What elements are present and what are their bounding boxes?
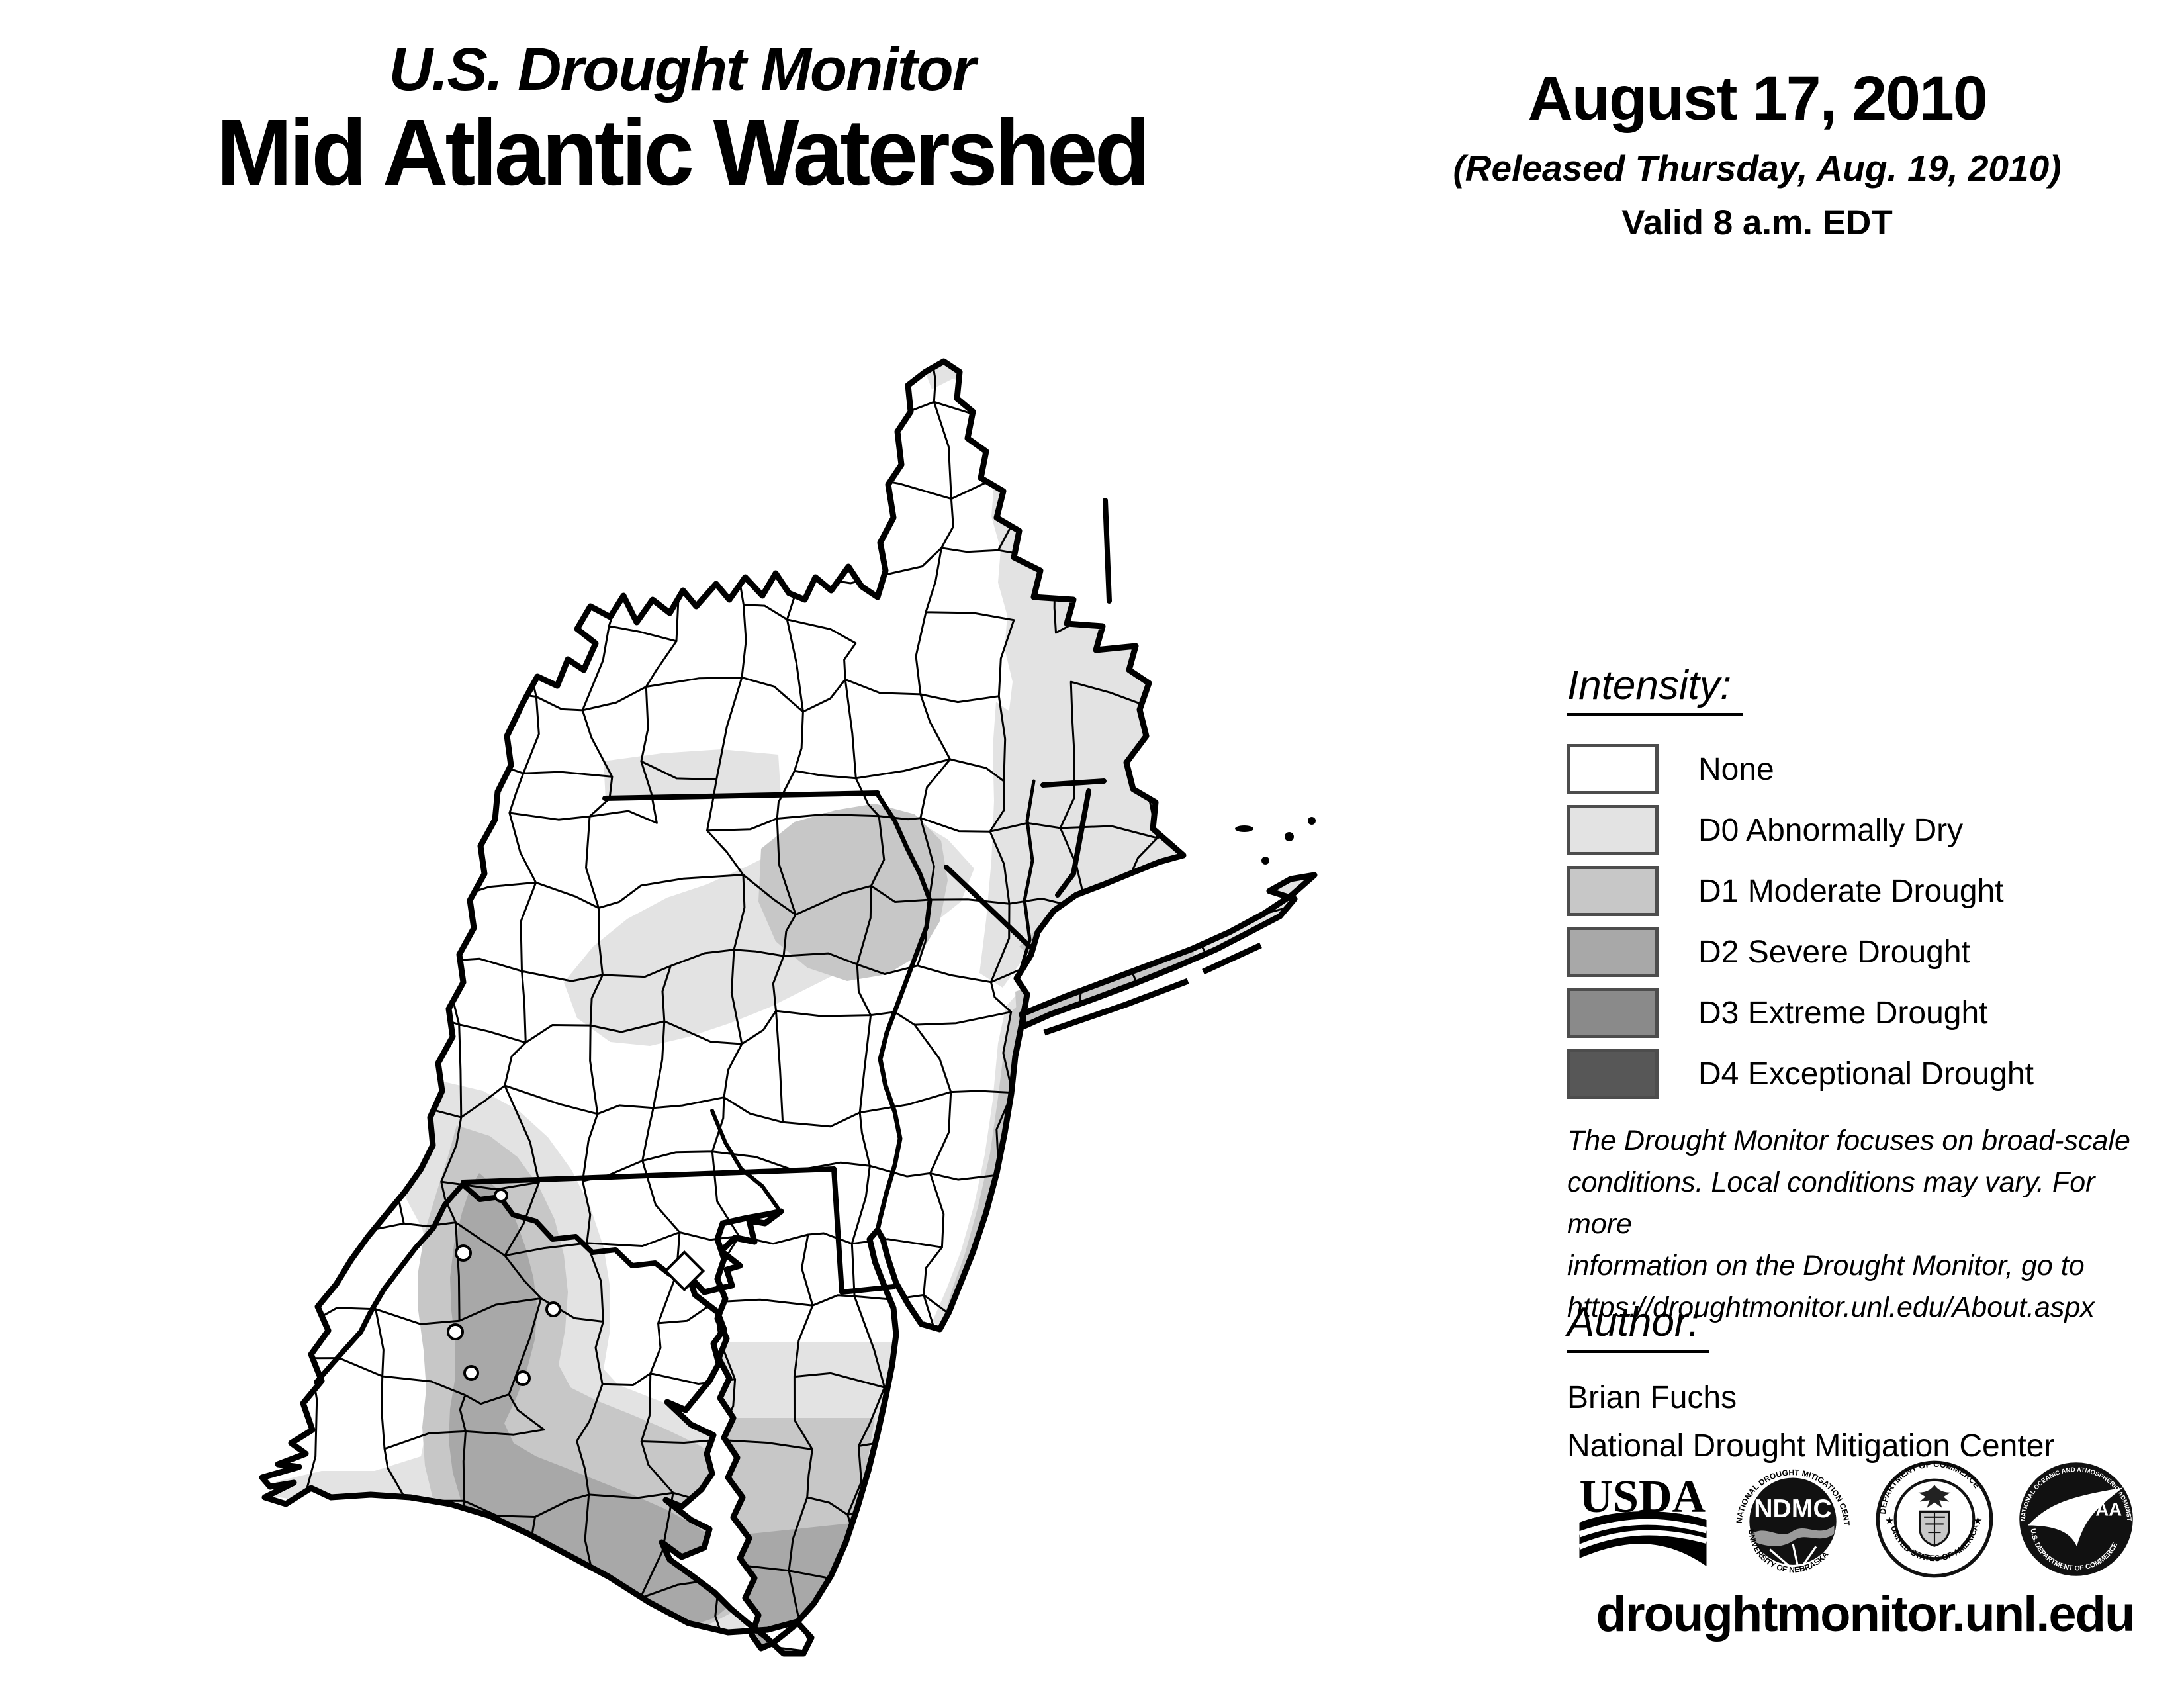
state-borders — [314, 498, 1112, 1385]
disclaimer-line: information on the Drought Monitor, go t… — [1567, 1250, 2085, 1282]
legend-label: None — [1698, 751, 1774, 787]
washington-dc-diamond — [663, 1250, 705, 1292]
ndmc-logo: NATIONAL DROUGHT MITIGATION CENTER NDMC … — [1733, 1460, 1851, 1575]
drought-d2-regions — [449, 1173, 858, 1648]
intensity-legend: Intensity: None D0 Abnormally Dry D1 Mod… — [1567, 662, 2163, 1104]
map-date: August 17, 2010 — [1527, 64, 1987, 134]
disclaimer-line: The Drought Monitor focuses on broad-sca… — [1567, 1125, 2130, 1156]
agency-logos: USDA NATIONAL DROUGHT MITIGATION CENTER … — [1575, 1460, 2171, 1579]
legend-row: None — [1567, 739, 2163, 800]
valid-time: Valid 8 a.m. EDT — [1621, 203, 1893, 242]
page-title: U.S. Drought Monitor — [388, 36, 976, 103]
seal-star-left: ★ — [1885, 1515, 1894, 1526]
legend-color-swatch — [1567, 744, 1659, 794]
release-date: (Released Thursday, Aug. 19, 2010) — [1453, 148, 2062, 189]
legend-rows: None D0 Abnormally Dry D1 Moderate Droug… — [1567, 739, 2163, 1104]
legend-row: D3 Extreme Drought — [1567, 982, 2163, 1043]
legend-label: D3 Extreme Drought — [1698, 995, 1988, 1031]
author-heading: Author: — [1567, 1299, 1709, 1353]
legend-heading: Intensity: — [1567, 662, 1744, 716]
legend-row: D4 Exceptional Drought — [1567, 1043, 2163, 1104]
legend-label: D2 Severe Drought — [1698, 934, 1970, 970]
disclaimer-line: conditions. Local conditions may vary. F… — [1567, 1166, 2095, 1240]
legend-label: D1 Moderate Drought — [1698, 873, 2004, 909]
author-name: Brian Fuchs — [1567, 1380, 1737, 1415]
date-block: August 17, 2010 (Released Thursday, Aug.… — [1416, 63, 2098, 243]
page-subtitle: Mid Atlantic Watershed — [216, 100, 1150, 206]
legend-color-swatch — [1567, 988, 1659, 1038]
noaa-logo-text: NOAA — [2068, 1499, 2122, 1520]
rivers — [710, 779, 1036, 1233]
legend-label: D0 Abnormally Dry — [1698, 812, 1964, 848]
city-enclaves — [447, 1188, 705, 1386]
disclaimer-line: https://droughtmonitor.unl.edu/About.asp… — [1567, 1291, 2095, 1323]
seal-star-right: ★ — [1973, 1515, 1982, 1526]
noaa-gull — [2027, 1487, 2123, 1547]
disclaimer-text: The Drought Monitor focuses on broad-sca… — [1567, 1120, 2163, 1329]
legend-row: D0 Abnormally Dry — [1567, 800, 2163, 861]
coastal-islets — [1235, 817, 1316, 865]
author-organization: National Drought Mitigation Center — [1567, 1429, 2055, 1464]
watershed-outline — [259, 358, 1318, 1657]
author-block: Author: Brian Fuchs National Drought Mit… — [1567, 1299, 2054, 1464]
legend-row: D1 Moderate Drought — [1567, 861, 2163, 921]
usda-logo: USDA — [1578, 1472, 1707, 1566]
seal-eagle — [1918, 1485, 1951, 1509]
legend-color-swatch — [1567, 866, 1659, 916]
noaa-logo: NOAA NATIONAL OCEANIC AND ATMOSPHERIC AD… — [2017, 1460, 2133, 1576]
title-block: U.S. Drought Monitor Mid Atlantic Waters… — [99, 36, 1264, 202]
legend-label: D4 Exceptional Drought — [1698, 1056, 2034, 1092]
ndmc-logo-text: NDMC — [1754, 1495, 1831, 1523]
legend-color-swatch — [1567, 805, 1659, 855]
legend-color-swatch — [1567, 927, 1659, 977]
footer-url: droughtmonitor.unl.edu — [1596, 1586, 2136, 1642]
legend-color-swatch — [1567, 1049, 1659, 1099]
commerce-seal: DEPARTMENT OF COMMERCE UNITED STATES OF … — [1876, 1460, 1993, 1578]
legend-row: D2 Severe Drought — [1567, 921, 2163, 982]
